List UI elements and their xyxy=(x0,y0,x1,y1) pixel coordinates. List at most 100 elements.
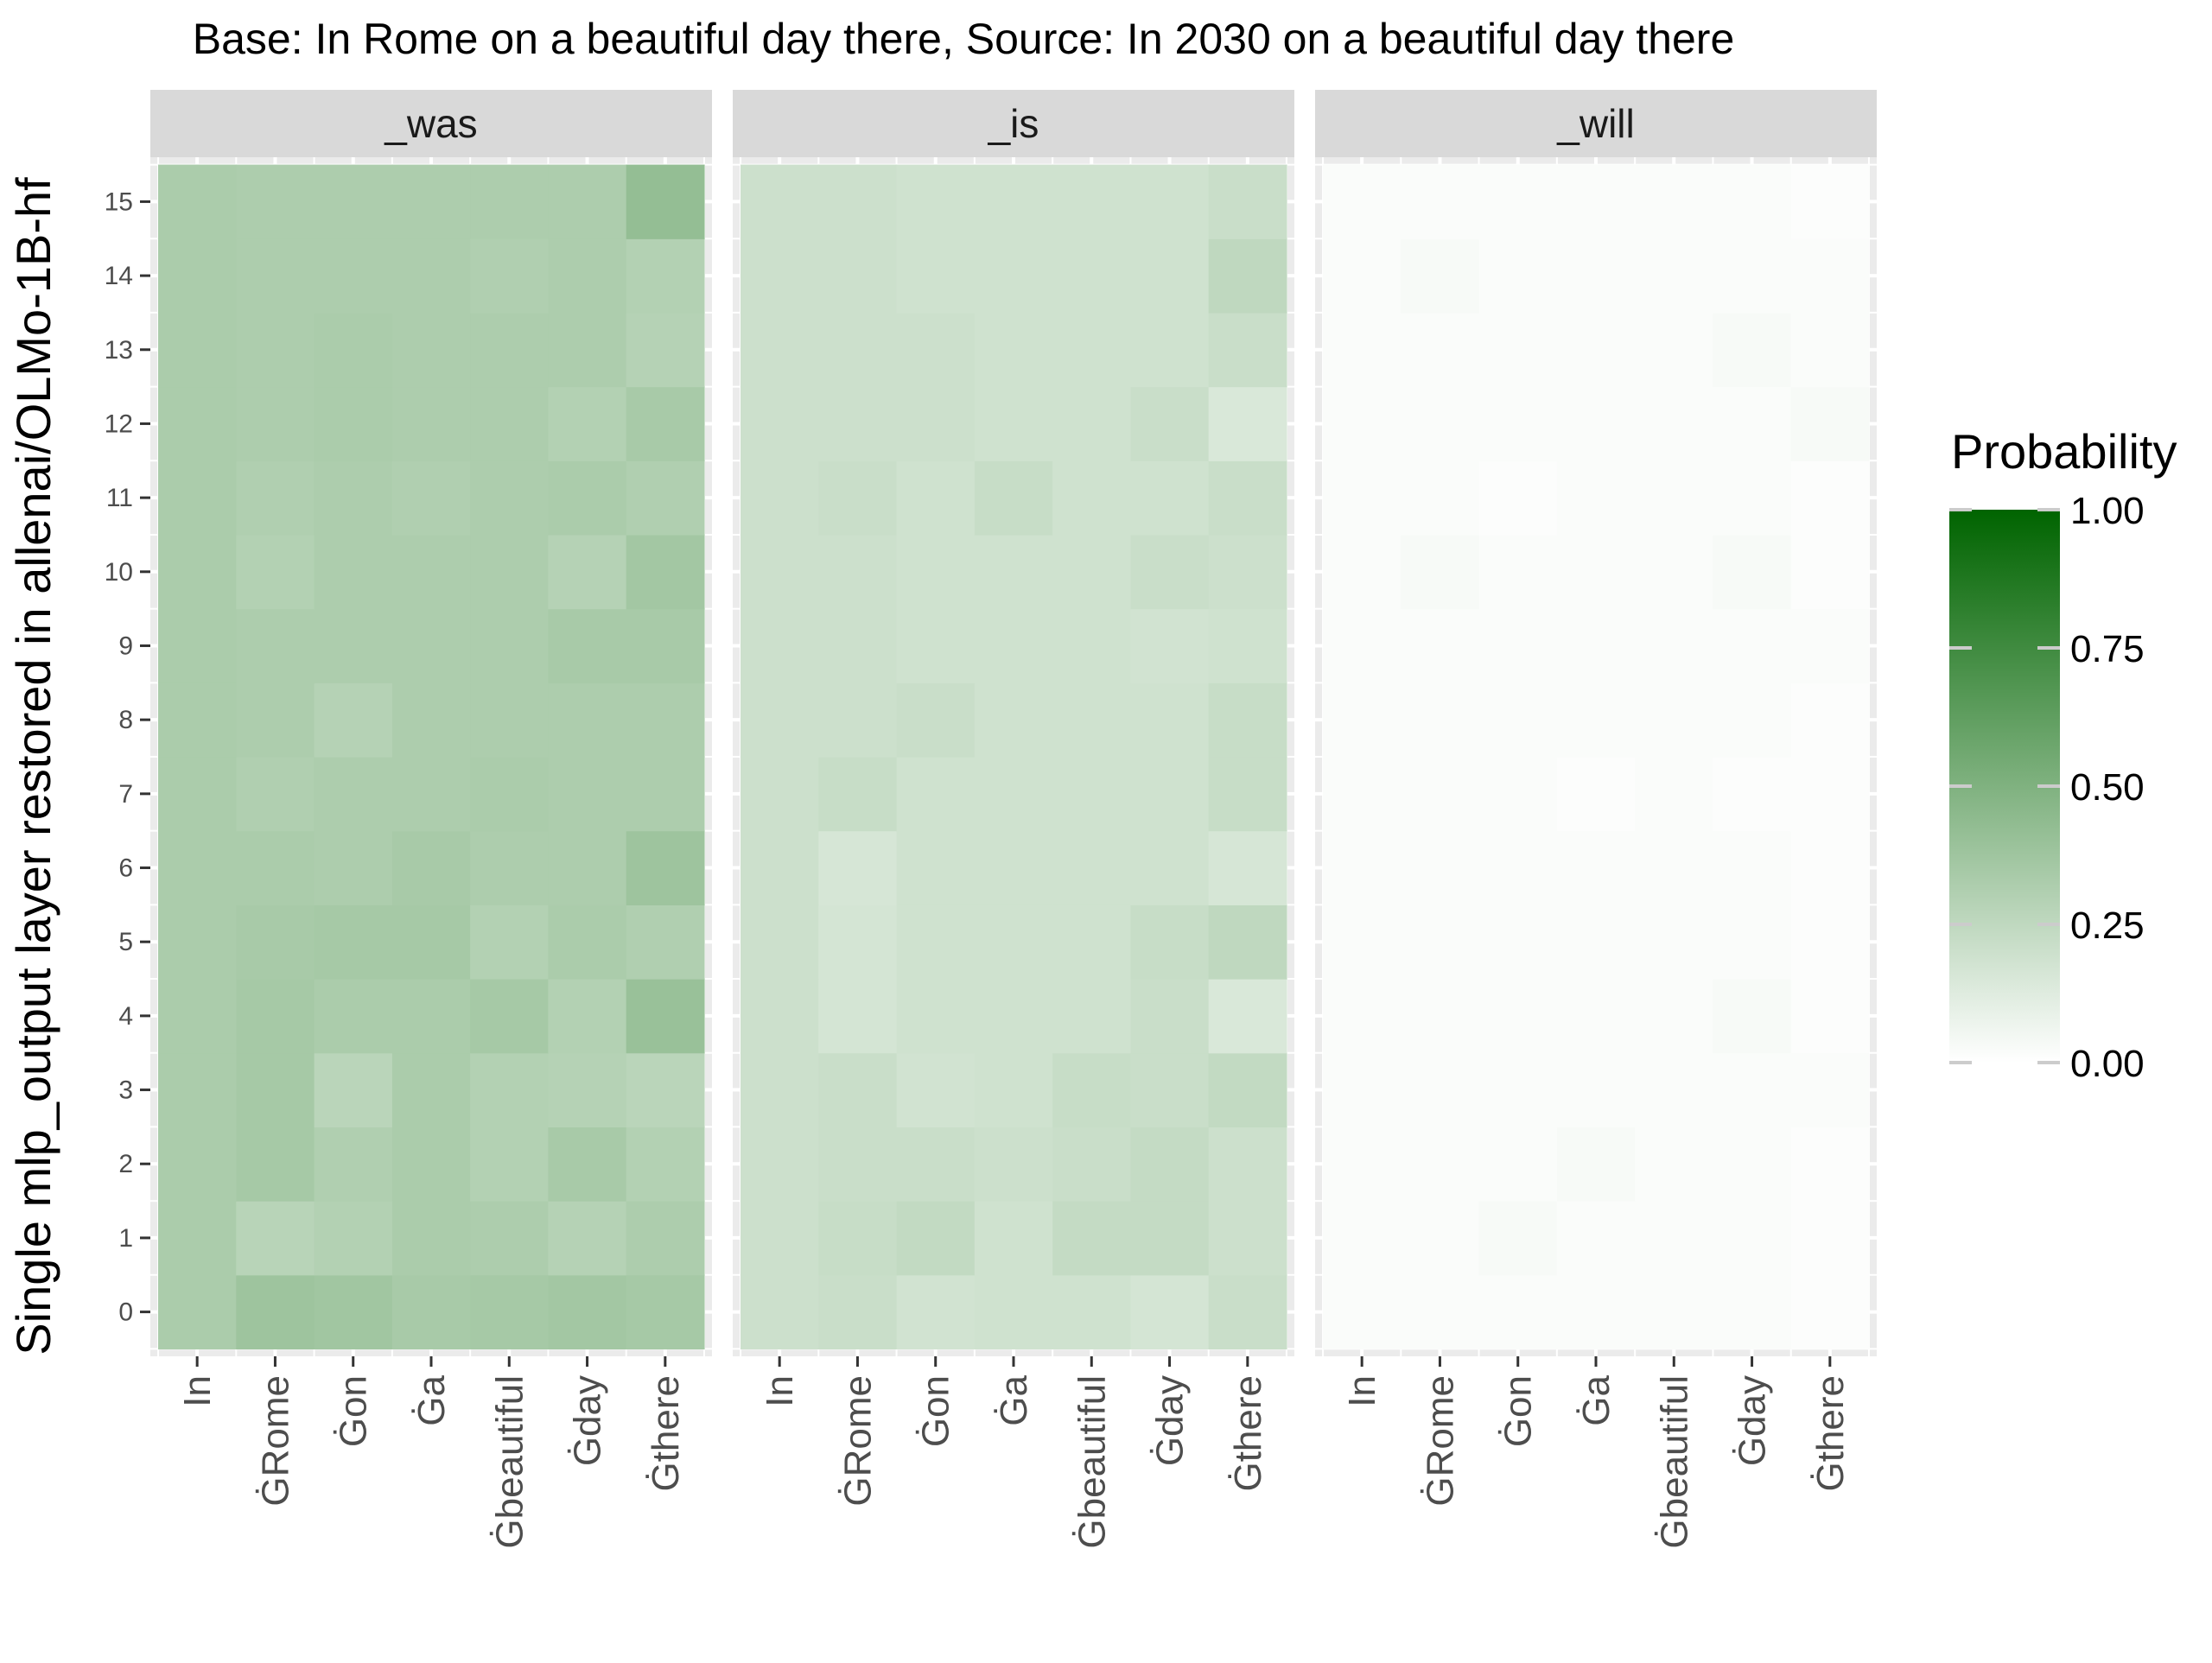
heatmap-cell xyxy=(236,757,315,832)
heatmap-cell xyxy=(1713,608,1792,683)
x-tick-label: Ġbeautiful xyxy=(488,1375,531,1549)
heatmap-cell xyxy=(1556,312,1636,388)
heatmap-cell xyxy=(896,682,976,758)
heatmap-cell xyxy=(741,534,819,610)
heatmap-cell xyxy=(1556,1274,1636,1350)
heatmap-cell xyxy=(1130,608,1210,683)
heatmap-cell xyxy=(236,460,315,536)
heatmap-cell xyxy=(548,1052,627,1127)
heatmap-cell xyxy=(1323,1052,1402,1127)
heatmap-cell xyxy=(974,1201,1053,1276)
heatmap-cell xyxy=(314,830,393,905)
heatmap-cell xyxy=(896,1127,976,1202)
heatmap-cell xyxy=(158,386,237,461)
x-tick-label: Ġday xyxy=(567,1375,609,1466)
heatmap-cell xyxy=(548,830,627,905)
heatmap-cell xyxy=(1052,534,1132,610)
heatmap-cell xyxy=(741,830,819,905)
heatmap-cell xyxy=(974,979,1053,1054)
y-tick-label: 6 xyxy=(118,854,133,883)
heatmap-cell xyxy=(974,164,1053,239)
heatmap-cell xyxy=(1130,312,1210,388)
heatmap-cell xyxy=(1208,757,1287,832)
heatmap-cell xyxy=(818,312,898,388)
heatmap-cell xyxy=(470,757,550,832)
heatmap-cell xyxy=(158,979,237,1054)
heatmap-cell xyxy=(626,312,705,388)
heatmap-cell xyxy=(896,608,976,683)
heatmap-cell xyxy=(1556,608,1636,683)
heatmap-cell xyxy=(896,830,976,905)
y-tick-label: 1 xyxy=(118,1224,133,1253)
heatmap-cell xyxy=(548,534,627,610)
x-tick-label: Ġday xyxy=(1732,1375,1774,1466)
heatmap-cell xyxy=(1130,682,1210,758)
heatmap-cell xyxy=(1401,1201,1480,1276)
heatmap-cell xyxy=(236,386,315,461)
heatmap-cell xyxy=(314,757,393,832)
heatmap-cell xyxy=(1052,312,1132,388)
y-tick-label: 2 xyxy=(118,1150,133,1178)
heatmap-cell xyxy=(1556,757,1636,832)
heatmap-cell xyxy=(1635,164,1714,239)
heatmap-cell xyxy=(314,1127,393,1202)
heatmap-cell xyxy=(626,1274,705,1350)
heatmap-cell xyxy=(741,904,819,980)
heatmap-cell xyxy=(1478,608,1558,683)
heatmap-cell xyxy=(1208,1274,1287,1350)
x-tick-label: Ġon xyxy=(333,1375,375,1447)
heatmap-cell xyxy=(1401,460,1480,536)
heatmap-cell xyxy=(1478,757,1558,832)
heatmap-cell xyxy=(158,238,237,314)
x-tick-label: In xyxy=(1341,1375,1383,1407)
heatmap-cell xyxy=(236,164,315,239)
heatmap-cell xyxy=(1208,682,1287,758)
legend-ticks: 0.00 0.25 0.50 0.75 1.00 xyxy=(1949,490,2145,1085)
heatmap-cell xyxy=(548,386,627,461)
heatmap-cell xyxy=(1401,534,1480,610)
heatmap-cell xyxy=(1478,312,1558,388)
heatmap-cell xyxy=(1478,238,1558,314)
heatmap-cell xyxy=(1790,1274,1870,1350)
heatmap-cell xyxy=(1478,979,1558,1054)
heatmap-cell xyxy=(158,1274,237,1350)
heatmap-cell xyxy=(548,1274,627,1350)
heatmap-cell xyxy=(896,757,976,832)
facet-panel-will: _will In ĠRome Ġon Ġa Ġbeautiful Ġday Ġthere xyxy=(1315,90,1877,1549)
heatmap-cell xyxy=(1478,1274,1558,1350)
heatmap-cell xyxy=(1790,830,1870,905)
heatmap-cell xyxy=(1635,1127,1714,1202)
heatmap-cell xyxy=(1052,904,1132,980)
heatmap-cell xyxy=(391,757,471,832)
heatmap-cell xyxy=(626,386,705,461)
heatmap-cell xyxy=(741,312,819,388)
heatmap-cell xyxy=(1556,164,1636,239)
heatmap-cell xyxy=(1790,238,1870,314)
heatmap-cell xyxy=(548,608,627,683)
heatmap-cell xyxy=(158,1201,237,1276)
heatmap-cell xyxy=(314,460,393,536)
heatmap-cell xyxy=(974,238,1053,314)
heatmap-cell xyxy=(1130,386,1210,461)
heatmap-cell xyxy=(236,1052,315,1127)
heatmap-cell xyxy=(1401,757,1480,832)
x-tick-label: Ġa xyxy=(1575,1374,1618,1425)
heatmap-cell xyxy=(1130,979,1210,1054)
heatmap-cell xyxy=(391,1274,471,1350)
heatmap-cell xyxy=(1556,830,1636,905)
heatmap-cell xyxy=(1323,1127,1402,1202)
y-tick-label: 5 xyxy=(118,928,133,956)
heatmap-cell xyxy=(1556,238,1636,314)
x-tick-label: Ġthere xyxy=(1227,1375,1269,1492)
heatmap-cell xyxy=(391,682,471,758)
heatmap-cell xyxy=(1713,757,1792,832)
heatmap-cell xyxy=(1478,904,1558,980)
facet-label: _will xyxy=(1556,101,1634,146)
y-tick-label: 13 xyxy=(105,336,133,365)
heatmap-cell xyxy=(158,682,237,758)
heatmap-cell xyxy=(1130,1274,1210,1350)
legend-tick-label: 1.00 xyxy=(2070,490,2145,532)
heatmap-cell xyxy=(974,460,1053,536)
heatmap-cell xyxy=(1556,534,1636,610)
heatmap-cell xyxy=(314,608,393,683)
